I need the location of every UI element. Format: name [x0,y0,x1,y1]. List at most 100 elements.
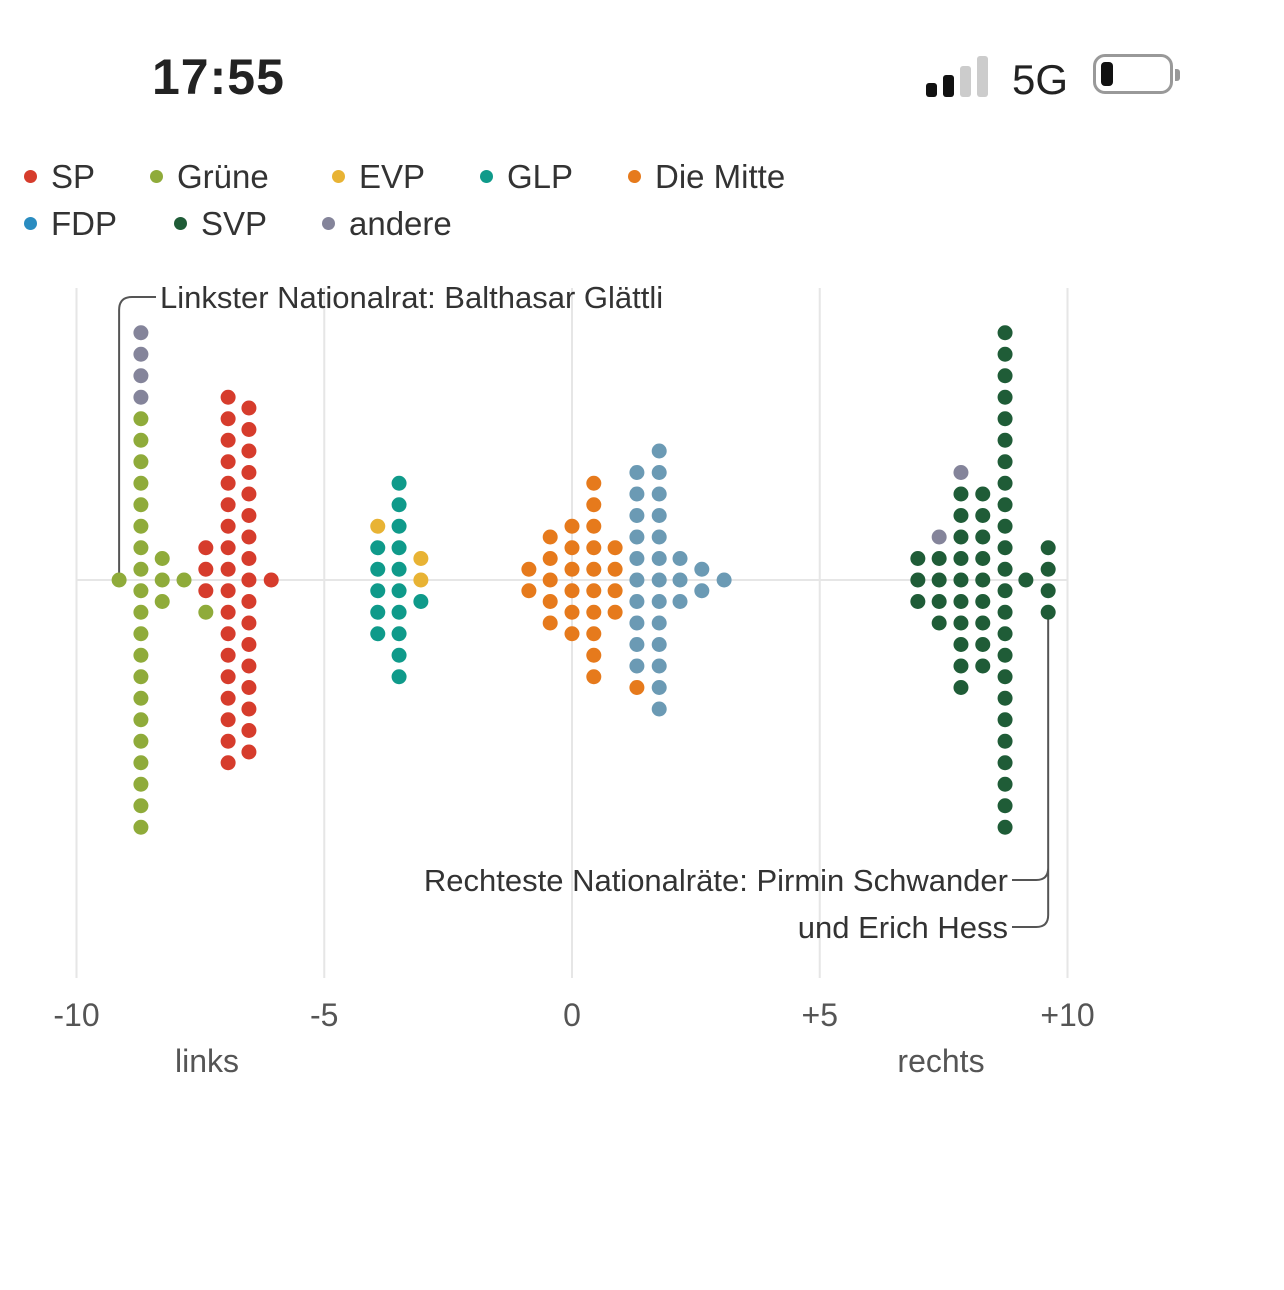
dot-svp [997,669,1013,685]
dot-sp [220,454,236,470]
dot-die-mitte [542,572,558,588]
x-tick-label: -10 [53,997,99,1033]
dot-sp [220,411,236,427]
dot-fdp [672,594,688,609]
dot-sp [220,712,236,728]
dot-fdp [694,561,710,577]
legend-item-grüne: Grüne [150,158,269,196]
dot-die-mitte [586,626,602,642]
dot-fdp [651,529,667,545]
dot-svp [953,551,969,566]
legend-item-glp: GLP [480,158,573,196]
dot-sp [220,669,236,685]
dot-die-mitte [586,540,602,556]
dot-svp [953,615,969,631]
legend-dot-icon [150,169,163,183]
dot-sp [241,508,257,523]
dot-gruene [133,626,149,642]
dot-sp [220,647,236,663]
legend-dot-icon [322,216,335,230]
dot-fdp [629,529,645,545]
dot-andere [133,346,149,362]
x-tick-label: +5 [802,997,838,1033]
dot-die-mitte [586,518,602,534]
status-time: 17:55 [152,49,285,105]
dot-gruene [133,712,149,728]
dot-gruene [176,572,192,588]
dot-fdp [629,637,645,652]
dot-sp [241,529,257,545]
x-tick-label: 0 [563,997,581,1033]
dot-svp [975,594,991,609]
dot-svp [953,594,969,609]
dot-sp [241,615,257,631]
dot-svp [931,594,947,609]
annotation-right-line1: Rechteste Nationalräte: Pirmin Schwander [424,863,1008,898]
dot-gruene [133,411,149,427]
dot-sp [241,551,257,566]
dot-svp [997,776,1013,792]
dot-die-mitte [586,475,602,491]
axis-label-right: rechts [897,1043,984,1079]
dot-svp [997,389,1013,405]
dot-fdp [629,486,645,502]
legend-label: FDP [51,205,117,242]
dot-fdp [629,594,645,609]
dot-gruene [133,432,149,448]
dot-die-mitte [586,647,602,663]
dot-svp [997,583,1013,599]
dot-svp [931,572,947,588]
dot-sp [220,432,236,448]
dot-evp [370,518,386,534]
dot-svp [953,572,969,588]
dot-svp [997,325,1013,341]
annotation-left: Linkster Nationalrat: Balthasar Glättli [160,280,663,315]
dot-svp [997,540,1013,556]
dot-sp [220,540,236,556]
dot-sp [241,744,257,760]
dot-andere [931,529,947,545]
dot-gruene [133,690,149,706]
legend-dot-icon [174,216,187,230]
dot-svp [997,755,1013,771]
dot-gruene [154,551,170,566]
signal-icon [926,55,992,97]
dot-die-mitte [586,561,602,577]
dot-gruene [133,497,149,513]
legend-item-svp: SVP [174,205,267,243]
dot-sp [198,561,214,577]
legend-label: Die Mitte [655,158,786,195]
dot-fdp [672,551,688,566]
dot-glp [370,561,386,577]
dot-die-mitte [564,583,580,599]
dot-fdp [629,551,645,566]
dot-gruene [133,561,149,577]
dot-fdp [651,658,667,674]
dot-sp [220,518,236,534]
dot-gruene [133,604,149,620]
dot-gruene [133,647,149,663]
dot-glp [370,583,386,599]
legend-label: EVP [359,158,426,195]
dot-fdp [672,572,688,588]
dot-svp [975,551,991,566]
dot-fdp [651,508,667,523]
dot-svp [910,594,926,609]
dot-die-mitte [586,669,602,685]
dot-svp [931,551,947,566]
dot-die-mitte [607,583,623,599]
dot-gruene [133,819,149,835]
network-type: 5G [1012,56,1069,103]
dot-svp [997,346,1013,362]
dot-sp [241,658,257,674]
dot-svp [953,486,969,502]
dot-gruene [133,755,149,771]
legend-item-evp: EVP [332,158,425,196]
dot-sp [220,389,236,405]
legend-item-sp: SP [24,158,95,196]
dot-svp [953,680,969,695]
dot-svp [953,508,969,523]
dot-gruene [133,454,149,470]
dot-svp [1040,604,1056,620]
dot-andere [953,465,969,480]
